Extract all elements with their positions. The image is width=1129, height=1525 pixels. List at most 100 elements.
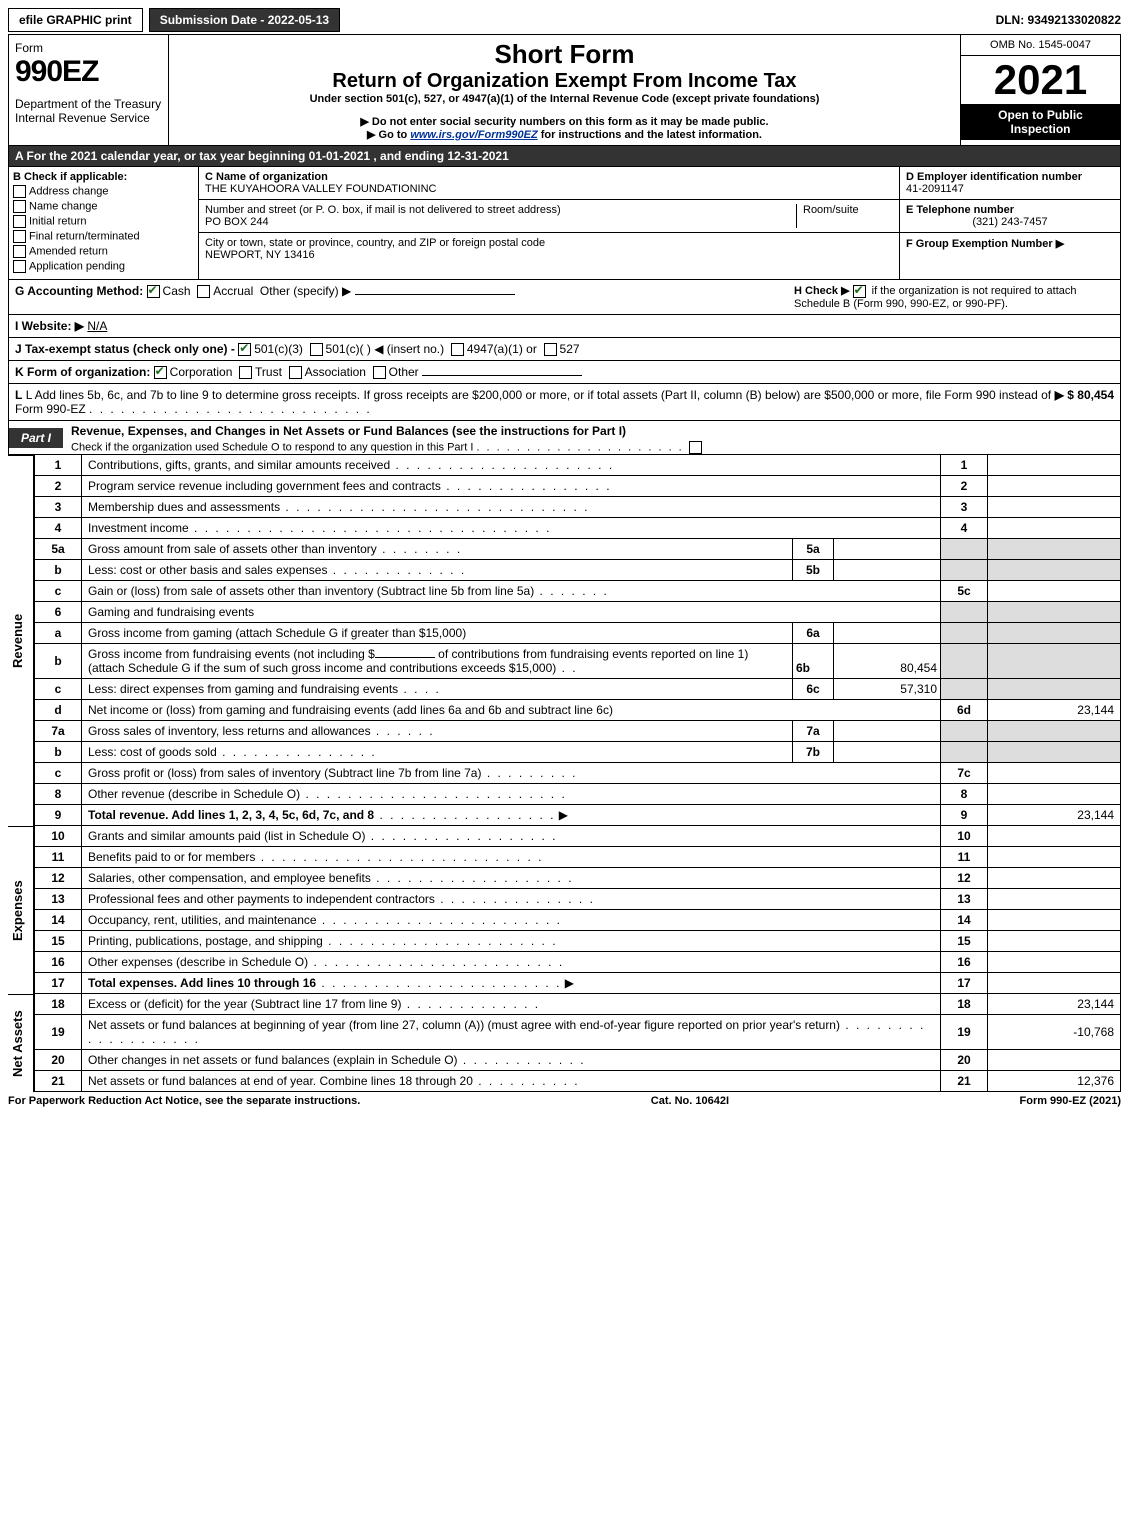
section-j-status: J Tax-exempt status (check only one) - 5… — [8, 338, 1121, 361]
part1-checkline: Check if the organization used Schedule … — [71, 442, 473, 454]
phone-label: E Telephone number — [906, 204, 1014, 216]
check-4947[interactable] — [451, 343, 464, 356]
netassets-section: Net Assets 18Excess or (deficit) for the… — [8, 994, 1121, 1092]
dln-label: DLN: 93492133020822 — [996, 13, 1121, 27]
page-footer: For Paperwork Reduction Act Notice, see … — [8, 1092, 1121, 1110]
section-l-receipts: L L Add lines 5b, 6c, and 7b to line 9 t… — [8, 384, 1121, 421]
check-accrual[interactable] — [197, 285, 210, 298]
l-amount: ▶ $ 80,454 — [1055, 388, 1114, 416]
check-address-change[interactable]: Address change — [13, 185, 194, 198]
irs-link[interactable]: www.irs.gov/Form990EZ — [410, 129, 537, 141]
line-21: 21Net assets or fund balances at end of … — [35, 1071, 1121, 1092]
line-14: 14Occupancy, rent, utilities, and mainte… — [35, 910, 1121, 931]
line-4: 4Investment income . . . . . . . . . . .… — [35, 518, 1121, 539]
check-name-change[interactable]: Name change — [13, 200, 194, 213]
line-7a: 7aGross sales of inventory, less returns… — [35, 721, 1121, 742]
line-5c: cGain or (loss) from sale of assets othe… — [35, 581, 1121, 602]
section-b-checks: B Check if applicable: Address change Na… — [9, 167, 199, 279]
form-header: Form 990EZ Department of the Treasury In… — [8, 34, 1121, 146]
revenue-section: Revenue 1Contributions, gifts, grants, a… — [8, 455, 1121, 826]
netassets-vert-label: Net Assets — [8, 994, 34, 1092]
check-schedule-b[interactable] — [853, 285, 866, 298]
g-label: G Accounting Method: — [15, 284, 143, 298]
check-final-return[interactable]: Final return/terminated — [13, 230, 194, 243]
line-12: 12Salaries, other compensation, and empl… — [35, 868, 1121, 889]
top-bar: efile GRAPHIC print Submission Date - 20… — [8, 8, 1121, 32]
line-7c: cGross profit or (loss) from sales of in… — [35, 763, 1121, 784]
check-app-pending[interactable]: Application pending — [13, 260, 194, 273]
line-9: 9Total revenue. Add lines 1, 2, 3, 4, 5c… — [35, 805, 1121, 826]
under-section-text: Under section 501(c), 527, or 4947(a)(1)… — [179, 93, 950, 105]
line-6: 6Gaming and fundraising events — [35, 602, 1121, 623]
section-def: D Employer identification number 41-2091… — [900, 167, 1120, 279]
dept-label: Department of the Treasury — [15, 97, 162, 111]
irs-label: Internal Revenue Service — [15, 111, 162, 125]
check-association[interactable] — [289, 366, 302, 379]
org-name-label: C Name of organization — [205, 171, 328, 183]
check-corporation[interactable] — [154, 366, 167, 379]
org-name: THE KUYAHOORA VALLEY FOUNDATIONINC — [205, 183, 436, 195]
line-8: 8Other revenue (describe in Schedule O) … — [35, 784, 1121, 805]
city-value: NEWPORT, NY 13416 — [205, 249, 315, 261]
goto-link-text: ▶ Go to www.irs.gov/Form990EZ for instru… — [179, 128, 950, 141]
open-to-public-badge: Open to Public Inspection — [961, 104, 1120, 140]
city-label: City or town, state or province, country… — [205, 237, 545, 249]
check-cash[interactable] — [147, 285, 160, 298]
section-gh: G Accounting Method: Cash Accrual Other … — [8, 280, 1121, 315]
h-label: H Check ▶ — [794, 285, 850, 297]
expenses-section: Expenses 10Grants and similar amounts pa… — [8, 826, 1121, 994]
check-initial-return[interactable]: Initial return — [13, 215, 194, 228]
line-1: 1Contributions, gifts, grants, and simil… — [35, 455, 1121, 476]
part1-label: Part I — [9, 428, 63, 448]
phone-value: (321) 243-7457 — [906, 216, 1114, 228]
footer-paperwork: For Paperwork Reduction Act Notice, see … — [8, 1095, 360, 1107]
b-heading: B Check if applicable: — [13, 171, 127, 183]
check-527[interactable] — [544, 343, 557, 356]
omb-number: OMB No. 1545-0047 — [961, 35, 1120, 56]
revenue-table: 1Contributions, gifts, grants, and simil… — [34, 455, 1121, 826]
section-i-website: I Website: ▶ N/A — [8, 315, 1121, 338]
tax-year: 2021 — [961, 56, 1120, 104]
line-20: 20Other changes in net assets or fund ba… — [35, 1050, 1121, 1071]
submission-date-button[interactable]: Submission Date - 2022-05-13 — [149, 8, 340, 32]
check-501c[interactable] — [310, 343, 323, 356]
line-10: 10Grants and similar amounts paid (list … — [35, 826, 1121, 847]
ein-label: D Employer identification number — [906, 171, 1082, 183]
line-17: 17Total expenses. Add lines 10 through 1… — [35, 973, 1121, 994]
room-suite-label: Room/suite — [796, 204, 893, 228]
website-value: N/A — [87, 319, 107, 333]
line-6c: cLess: direct expenses from gaming and f… — [35, 679, 1121, 700]
line-19: 19Net assets or fund balances at beginni… — [35, 1015, 1121, 1050]
line-11: 11Benefits paid to or for members . . . … — [35, 847, 1121, 868]
section-a-period: A For the 2021 calendar year, or tax yea… — [8, 146, 1121, 167]
line-5a: 5aGross amount from sale of assets other… — [35, 539, 1121, 560]
check-schedule-o[interactable] — [689, 441, 702, 454]
street-value: PO BOX 244 — [205, 216, 269, 228]
check-trust[interactable] — [239, 366, 252, 379]
line-3: 3Membership dues and assessments . . . .… — [35, 497, 1121, 518]
section-c-org: C Name of organization THE KUYAHOORA VAL… — [199, 167, 900, 279]
ssn-warning: ▶ Do not enter social security numbers o… — [179, 115, 950, 128]
j-label: J Tax-exempt status (check only one) - — [15, 342, 235, 356]
k-label: K Form of organization: — [15, 365, 150, 379]
check-amended-return[interactable]: Amended return — [13, 245, 194, 258]
revenue-vert-label: Revenue — [8, 455, 34, 826]
line-18: 18Excess or (deficit) for the year (Subt… — [35, 994, 1121, 1015]
street-label: Number and street (or P. O. box, if mail… — [205, 204, 561, 216]
footer-cat-no: Cat. No. 10642I — [651, 1095, 729, 1107]
section-k-orgtype: K Form of organization: Corporation Trus… — [8, 361, 1121, 384]
short-form-title: Short Form — [179, 39, 950, 70]
expenses-vert-label: Expenses — [8, 826, 34, 994]
return-title: Return of Organization Exempt From Incom… — [179, 70, 950, 93]
i-label: I Website: ▶ — [15, 319, 84, 333]
check-other-org[interactable] — [373, 366, 386, 379]
expenses-table: 10Grants and similar amounts paid (list … — [34, 826, 1121, 994]
line-6b: bGross income from fundraising events (n… — [35, 644, 1121, 679]
line-13: 13Professional fees and other payments t… — [35, 889, 1121, 910]
line-6d: dNet income or (loss) from gaming and fu… — [35, 700, 1121, 721]
ein-value: 41-2091147 — [906, 183, 964, 195]
group-exemption-label: F Group Exemption Number ▶ — [906, 238, 1064, 250]
org-info-grid: B Check if applicable: Address change Na… — [8, 167, 1121, 280]
check-501c3[interactable] — [238, 343, 251, 356]
efile-print-button[interactable]: efile GRAPHIC print — [8, 8, 143, 32]
